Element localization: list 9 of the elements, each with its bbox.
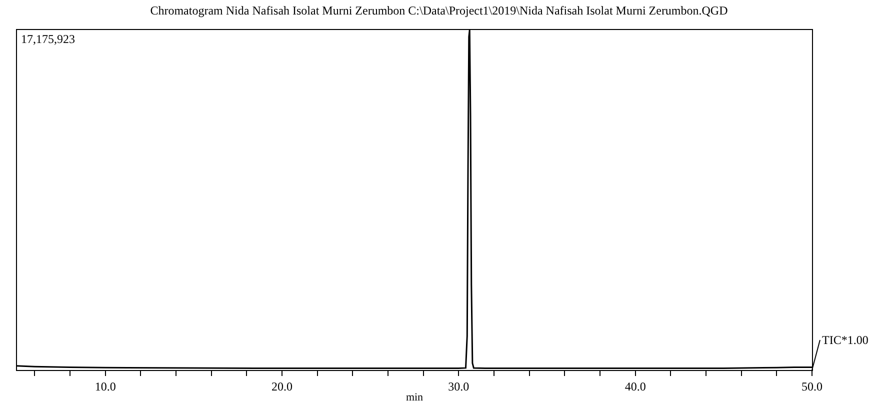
x-axis-title: min [406, 392, 424, 404]
x-tick-label: 20.0 [272, 379, 292, 394]
annotation: 17,175,923 [21, 32, 75, 46]
x-tick-label: 50.0 [802, 379, 822, 394]
x-tick-label: 10.0 [94, 379, 116, 394]
x-tick-label: 40.0 [624, 379, 646, 394]
x-tick-label: 30.0 [448, 379, 470, 394]
annotation: TIC*1.00 [822, 333, 868, 347]
chart-title: Chromatogram Nida Nafisah Isolat Murni Zerumbon C:\Data\Project1\2019\Nida Nafisah Isolat Murni Zerumbon.QGD [150, 4, 728, 18]
